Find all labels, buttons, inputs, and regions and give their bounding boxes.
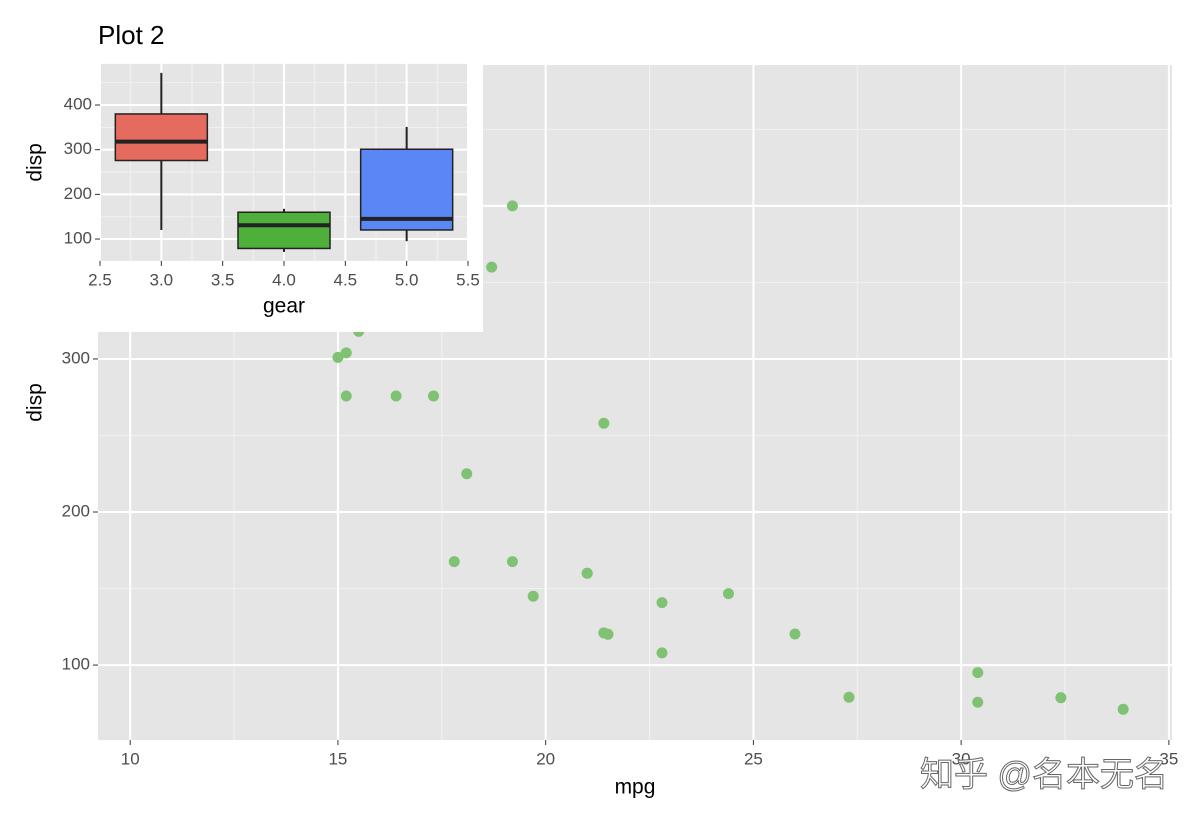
point: [527, 590, 539, 602]
x-tick-label: 35: [1159, 749, 1178, 768]
point: [506, 556, 518, 568]
point: [656, 597, 668, 609]
x-tick-label: 2.5: [88, 270, 112, 289]
x-tick-label: 15: [328, 749, 347, 768]
x-tick-label: 25: [744, 749, 763, 768]
point: [972, 667, 984, 679]
point: [581, 567, 593, 579]
y-axis-title: disp: [24, 383, 47, 422]
point: [332, 351, 344, 363]
x-tick-label: 20: [536, 749, 555, 768]
point: [340, 347, 352, 359]
x-tick-label: 30: [952, 749, 971, 768]
chart-title: Plot 2: [98, 20, 165, 50]
point: [598, 417, 610, 429]
point: [972, 696, 984, 708]
box: [237, 211, 331, 250]
y-tick-label: 200: [62, 501, 90, 520]
x-tick-label: 3.0: [150, 270, 174, 289]
y-tick-label: 300: [62, 348, 90, 367]
x-axis-title: mpg: [615, 776, 656, 799]
x-axis-title: gear: [263, 295, 305, 318]
x-tick-label: 10: [121, 749, 140, 768]
point: [722, 588, 734, 600]
point: [843, 691, 855, 703]
point: [789, 628, 801, 640]
y-tick-label: 100: [64, 229, 92, 248]
x-tick-label: 3.5: [211, 270, 235, 289]
x-tick-label: 4.5: [334, 270, 358, 289]
y-axis-title: disp: [24, 143, 47, 182]
point: [506, 200, 518, 212]
point: [1117, 703, 1129, 715]
point: [390, 390, 402, 402]
x-tick-label: 5.5: [456, 270, 480, 289]
point: [1055, 692, 1067, 704]
x-tick-label: 5.0: [395, 270, 419, 289]
y-tick-label: 200: [64, 184, 92, 203]
point: [448, 556, 460, 568]
point: [340, 390, 352, 402]
x-tick-label: 4.0: [272, 270, 296, 289]
point: [656, 647, 668, 659]
point: [427, 390, 439, 402]
point: [461, 468, 473, 480]
y-tick-label: 400: [64, 95, 92, 114]
box: [359, 148, 454, 231]
y-tick-label: 300: [64, 139, 92, 158]
point: [486, 261, 498, 273]
box: [114, 113, 209, 162]
point: [598, 627, 610, 639]
y-tick-label: 100: [62, 655, 90, 674]
watermark: 知乎 @名本无名: [920, 756, 1168, 794]
